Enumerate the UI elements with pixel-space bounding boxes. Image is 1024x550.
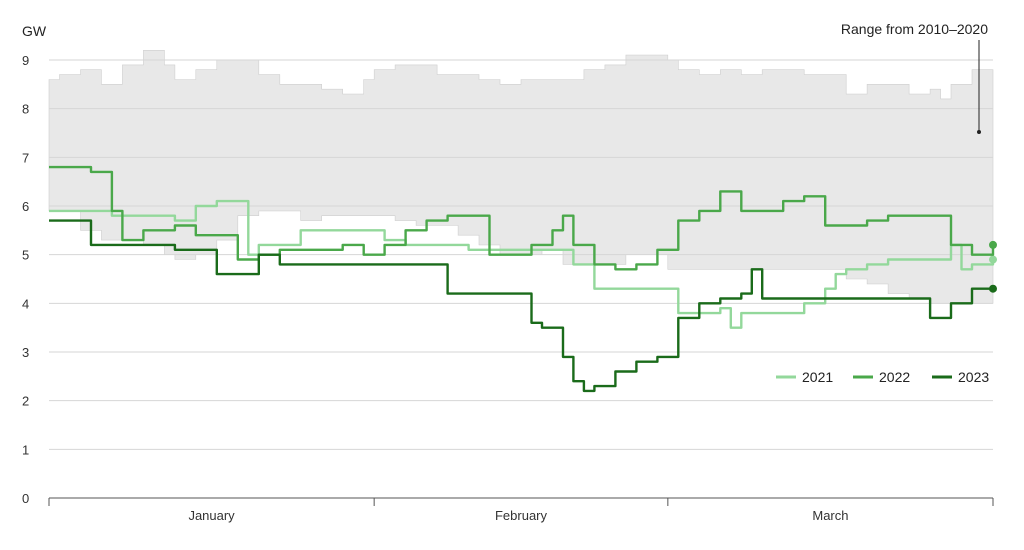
x-tick-label-february: February xyxy=(495,508,548,523)
series-end-marker-2023 xyxy=(989,284,997,293)
y-tick-label-1: 1 xyxy=(22,442,29,457)
y-tick-labels: 0 1 2 3 4 5 6 7 8 9 xyxy=(22,53,29,506)
x-axis: January February March xyxy=(48,497,994,523)
range-band-area xyxy=(48,50,994,304)
y-tick-label-3: 3 xyxy=(22,345,29,360)
range-annotation: Range from 2010–2020 xyxy=(841,21,988,134)
y-tick-label-2: 2 xyxy=(22,394,29,409)
legend: 2021 2022 2023 xyxy=(776,369,989,385)
y-tick-label-0: 0 xyxy=(22,491,29,506)
range-band-layer xyxy=(48,50,994,304)
y-tick-label-5: 5 xyxy=(22,248,29,263)
series-line-2022 xyxy=(49,165,995,271)
legend-label-2023: 2023 xyxy=(958,369,989,385)
series-end-marker-2021 xyxy=(989,255,997,264)
y-tick-label-6: 6 xyxy=(22,199,29,214)
series-lines xyxy=(49,165,997,393)
y-tick-label-4: 4 xyxy=(22,296,29,311)
range-annotation-label: Range from 2010–2020 xyxy=(841,21,988,37)
x-tick-label-january: January xyxy=(188,508,235,523)
legend-label-2021: 2021 xyxy=(802,369,833,385)
y-tick-label-9: 9 xyxy=(22,53,29,68)
series-line-2023 xyxy=(49,219,993,393)
legend-label-2022: 2022 xyxy=(879,369,910,385)
series-end-marker-2022 xyxy=(989,240,997,249)
y-tick-label-7: 7 xyxy=(22,150,29,165)
range-annotation-dot xyxy=(977,130,981,134)
y-axis-label: GW xyxy=(22,23,47,39)
x-tick-label-march: March xyxy=(812,508,848,523)
y-tick-label-8: 8 xyxy=(22,102,29,117)
